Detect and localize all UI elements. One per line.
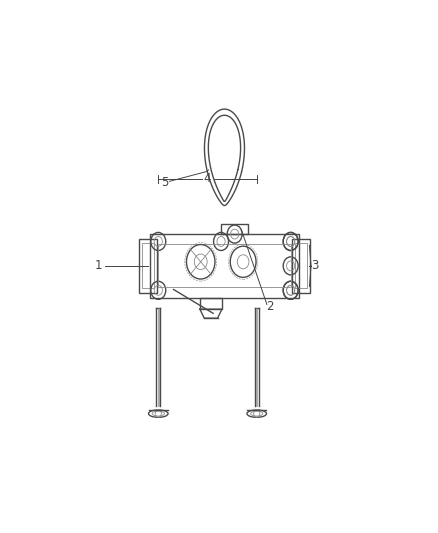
Bar [150, 234, 299, 298]
Bar [142, 243, 154, 288]
Bar [200, 298, 222, 309]
Bar [221, 224, 248, 234]
Bar [295, 243, 307, 288]
Text: 5: 5 [161, 176, 169, 189]
Text: 4: 4 [204, 172, 211, 185]
Bar [138, 239, 157, 293]
Bar [158, 244, 291, 287]
Text: 1: 1 [95, 260, 102, 272]
Text: 2: 2 [267, 300, 274, 312]
Bar [292, 239, 311, 293]
Text: 3: 3 [311, 260, 318, 272]
